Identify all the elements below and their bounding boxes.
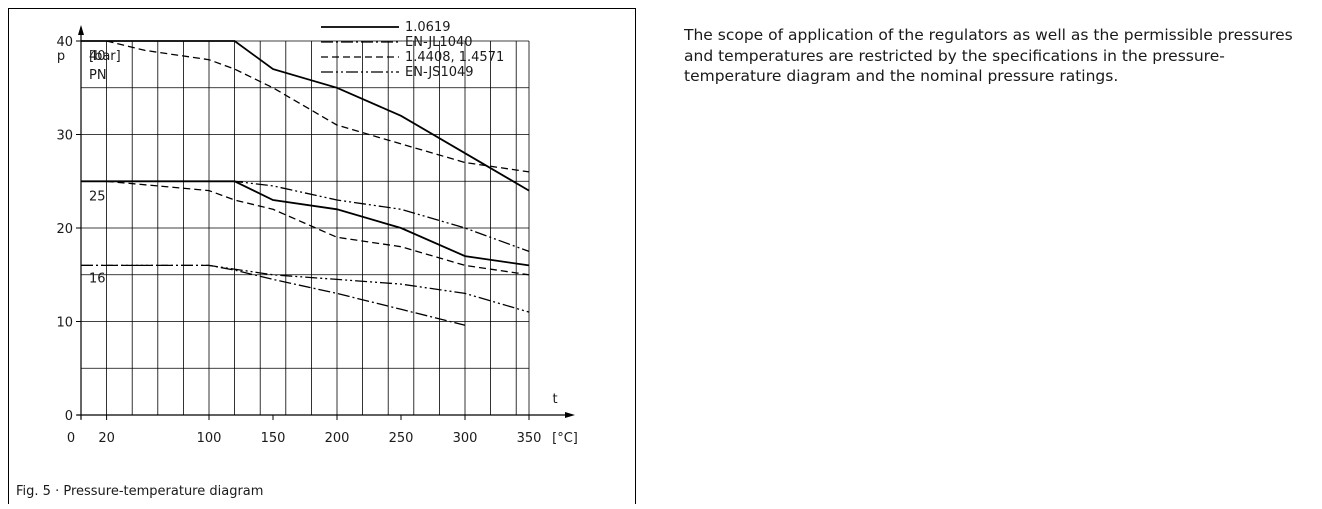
- pn-label: PN: [89, 68, 107, 83]
- x-axis-arrow: [565, 412, 575, 418]
- y-tick-label: 30: [56, 129, 73, 144]
- x-tick-label: 0: [67, 431, 75, 446]
- x-tick-label: 100: [197, 431, 222, 446]
- y-tick-label: 20: [56, 222, 73, 237]
- y-tick-label: 0: [65, 409, 73, 424]
- pn-rating-label: 16: [89, 271, 106, 286]
- x-axis-label: t: [552, 392, 557, 407]
- series-line: [81, 40, 530, 192]
- figure-frame: 0 20 100 150 200 250 300 350 [°C] 0 10 20 30 40 p [bar]…: [8, 8, 636, 504]
- x-tick-label: 20: [98, 431, 115, 446]
- x-tick-label: 300: [453, 431, 478, 446]
- legend-label: EN-JS1049: [405, 65, 474, 80]
- legend-label: 1.4408, 1.4571: [405, 50, 504, 65]
- pn-rating-label: 25: [89, 189, 106, 204]
- y-tick-label: 40: [56, 35, 73, 50]
- series-line: [81, 264, 530, 313]
- series-line: [106, 40, 530, 173]
- description-paragraph: The scope of application of the regulato…: [684, 26, 1293, 85]
- series-line: [81, 180, 530, 253]
- series-line: [106, 180, 530, 276]
- y-axis-arrow: [78, 25, 84, 35]
- x-tick-label: 150: [261, 431, 286, 446]
- legend-label: EN-JL1040: [405, 35, 473, 50]
- figure-caption: Fig. 5 · Pressure-temperature diagram: [16, 484, 264, 499]
- series-line: [81, 264, 466, 326]
- pn-rating-label: 40: [89, 49, 106, 64]
- x-tick-label: 200: [325, 431, 350, 446]
- legend-label: 1.0619: [405, 20, 451, 35]
- x-unit-label: [°C]: [552, 431, 578, 446]
- y-axis-label: p: [57, 49, 65, 64]
- y-tick-label: 10: [56, 316, 73, 331]
- y-unit-label: [bar]: [89, 49, 121, 64]
- x-tick-label: 250: [389, 431, 414, 446]
- x-tick-label: 350: [517, 431, 542, 446]
